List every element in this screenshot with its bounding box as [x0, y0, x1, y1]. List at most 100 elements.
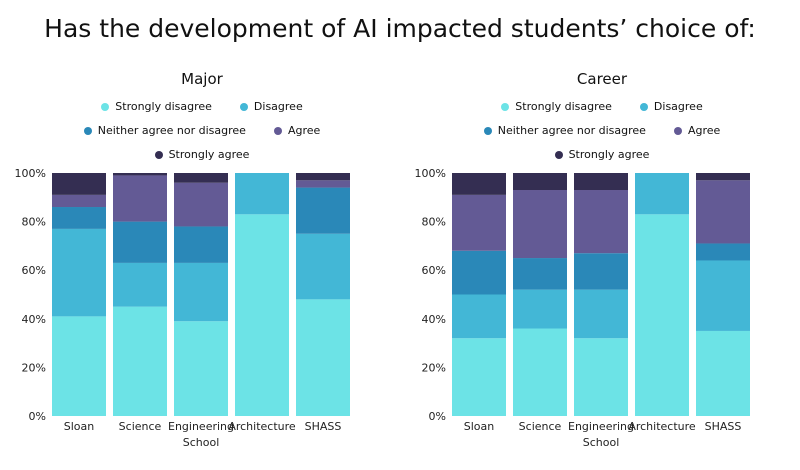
- x-tick-label: Sloan: [464, 420, 495, 433]
- bar-segment-shass-neither-agree-nor-disagree: [296, 187, 350, 234]
- y-tick-label: 0%: [29, 410, 46, 423]
- bar-segment-science-strongly-agree: [513, 173, 567, 191]
- bar-segment-architecture-disagree: [635, 173, 689, 215]
- bar-segment-science-agree: [113, 175, 167, 222]
- y-tick-label: 60%: [422, 264, 446, 277]
- legend-swatch-disagree: [639, 102, 648, 111]
- y-tick-label: 60%: [22, 264, 46, 277]
- legend-item-disagree: Disagree: [239, 100, 303, 113]
- bar-segment-shass-strongly-disagree: [696, 330, 750, 416]
- chart-title: Has the development of AI impacted stude…: [44, 14, 756, 43]
- y-tick-label: 20%: [22, 361, 46, 374]
- legend-swatch-neutral: [483, 126, 492, 135]
- bar-segment-science-neither-agree-nor-disagree: [513, 258, 567, 290]
- bar-segment-sloan-neither-agree-nor-disagree: [52, 207, 106, 229]
- x-tick-label: SHASS: [705, 420, 742, 433]
- legend-swatch-neutral: [83, 126, 92, 135]
- legend-item-disagree: Disagree: [639, 100, 703, 113]
- legend-item-strongly-agree: Strongly agree: [154, 148, 250, 161]
- career-plot: 0% 20% 40% 60% 80% 100% Sloan Science Engineerin…: [415, 167, 750, 449]
- bar-segment-engineering-neither-agree-nor-disagree: [574, 253, 628, 290]
- bar-segment-shass-strongly-disagree: [296, 299, 350, 416]
- legend-label: Agree: [687, 124, 721, 137]
- legend-swatch-strongly-disagree: [101, 102, 110, 111]
- bar-segment-shass-strongly-agree: [696, 173, 750, 181]
- y-tick-label: 40%: [422, 313, 446, 326]
- bar-segment-sloan-strongly-agree: [52, 173, 106, 195]
- legend-label: Strongly disagree: [515, 100, 612, 113]
- bar-segment-science-agree: [513, 190, 567, 259]
- bar-segment-shass-agree: [296, 180, 350, 188]
- career-chart-title: Career: [576, 70, 628, 88]
- x-axis-title: School: [183, 436, 220, 449]
- legend-item-strongly-disagree: Strongly disagree: [501, 100, 612, 113]
- legend-item-neutral: Neither agree nor disagree: [83, 124, 246, 137]
- bar-segment-sloan-agree: [52, 194, 106, 208]
- y-tick-label: 100%: [415, 167, 446, 180]
- legend-swatch-agree: [673, 126, 682, 135]
- x-tick-label: Architecture: [228, 420, 296, 433]
- y-tick-label: 0%: [429, 410, 446, 423]
- legend-item-strongly-agree: Strongly agree: [554, 148, 650, 161]
- bar-segment-sloan-strongly-disagree: [52, 316, 106, 416]
- legend-label: Disagree: [253, 100, 303, 113]
- legend-item-agree: Agree: [273, 124, 321, 137]
- bar-segment-engineering-disagree: [574, 289, 628, 339]
- bar-segment-engineering-strongly-agree: [574, 173, 628, 191]
- major-plot: 0% 20% 40% 60% 80% 100% Sloan Science Engineerin…: [15, 167, 350, 449]
- bar-segment-sloan-agree: [452, 194, 506, 251]
- bar-segment-sloan-strongly-disagree: [452, 338, 506, 416]
- legend-label: Strongly disagree: [115, 100, 212, 113]
- y-tick-label: 80%: [422, 216, 446, 229]
- bar-segment-shass-strongly-agree: [296, 173, 350, 181]
- x-tick-label: Engineering: [568, 420, 634, 433]
- legend-swatch-disagree: [239, 102, 248, 111]
- legend-swatch-agree: [273, 126, 282, 135]
- bar-segment-architecture-strongly-disagree: [235, 214, 289, 416]
- bar-segment-engineering-strongly-disagree: [174, 321, 228, 416]
- bar-segment-engineering-disagree: [174, 262, 228, 322]
- legend-label: Strongly agree: [168, 148, 250, 161]
- y-tick-label: 40%: [22, 313, 46, 326]
- x-tick-label: Science: [119, 420, 162, 433]
- bar-segment-science-neither-agree-nor-disagree: [113, 221, 167, 263]
- major-chart-panel: Major Strongly disagree Disagree Neither…: [12, 60, 392, 465]
- bar-segment-science-strongly-disagree: [513, 328, 567, 416]
- legend-label: Neither agree nor disagree: [497, 124, 646, 137]
- y-tick-label: 80%: [22, 216, 46, 229]
- legend-label: Agree: [287, 124, 321, 137]
- bar-segment-shass-disagree: [296, 233, 350, 300]
- x-tick-label: SHASS: [305, 420, 342, 433]
- legend-label: Strongly agree: [568, 148, 650, 161]
- y-tick-label: 100%: [15, 167, 46, 180]
- bar-segment-engineering-strongly-disagree: [574, 338, 628, 416]
- career-chart-panel: Career Strongly disagree Disagree Neithe…: [412, 60, 792, 465]
- bar-segment-shass-agree: [696, 180, 750, 244]
- legend-item-agree: Agree: [673, 124, 721, 137]
- legend-item-neutral: Neither agree nor disagree: [483, 124, 646, 137]
- legend-label: Neither agree nor disagree: [97, 124, 246, 137]
- bar-segment-engineering-neither-agree-nor-disagree: [174, 226, 228, 263]
- x-tick-label: Sloan: [64, 420, 95, 433]
- bar-segment-science-disagree: [113, 262, 167, 307]
- y-tick-label: 20%: [422, 361, 446, 374]
- bar-segment-architecture-strongly-disagree: [635, 214, 689, 416]
- x-axis-title: School: [583, 436, 620, 449]
- x-tick-label: Architecture: [628, 420, 696, 433]
- legend-item-strongly-disagree: Strongly disagree: [101, 100, 212, 113]
- major-chart-title: Major: [181, 70, 223, 88]
- bar-segment-sloan-strongly-agree: [452, 173, 506, 195]
- x-tick-label: Science: [519, 420, 562, 433]
- bar-segment-sloan-disagree: [52, 228, 106, 317]
- bar-segment-shass-neither-agree-nor-disagree: [696, 243, 750, 261]
- bar-segment-engineering-agree: [174, 182, 228, 227]
- x-tick-label: Engineering: [168, 420, 234, 433]
- legend-label: Disagree: [653, 100, 703, 113]
- bar-segment-science-disagree: [513, 289, 567, 329]
- bar-segment-engineering-agree: [574, 190, 628, 254]
- legend-swatch-strongly-agree: [554, 150, 563, 159]
- bar-segment-science-strongly-disagree: [113, 306, 167, 416]
- bar-segment-engineering-strongly-agree: [174, 173, 228, 183]
- legend-swatch-strongly-disagree: [501, 102, 510, 111]
- bar-segment-sloan-neither-agree-nor-disagree: [452, 250, 506, 295]
